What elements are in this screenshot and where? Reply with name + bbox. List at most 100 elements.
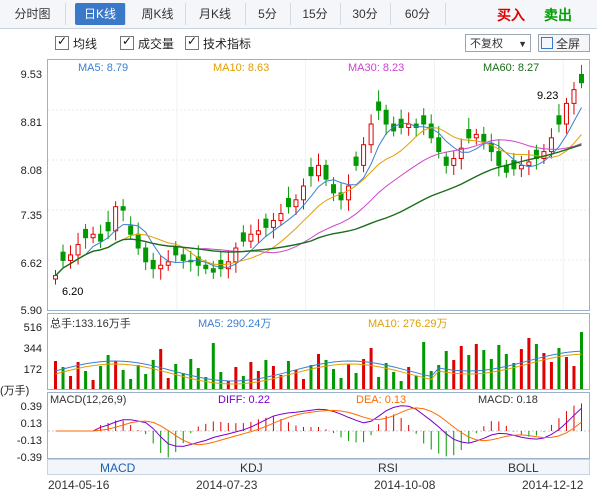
- sell-button[interactable]: 卖出: [544, 7, 572, 23]
- volume-bar: [497, 345, 501, 389]
- candle-body: [503, 164, 509, 173]
- tab-15min[interactable]: 15分: [290, 3, 341, 25]
- candle-body: [300, 185, 306, 201]
- volume-bar: [332, 369, 336, 389]
- volume-bar: [69, 376, 73, 389]
- candle-body: [113, 206, 119, 232]
- tab-boll[interactable]: BOLL: [508, 461, 539, 475]
- date-label: 2014-12-12: [522, 478, 584, 492]
- volume-bar: [189, 359, 193, 389]
- buy-button[interactable]: 买入: [497, 7, 525, 23]
- volume-bar: [369, 348, 373, 389]
- volume-bar: [429, 371, 433, 389]
- candle-body: [391, 123, 397, 132]
- volume-bar: [504, 354, 508, 389]
- volume-bar: [392, 372, 396, 389]
- tab-30min[interactable]: 30分: [340, 3, 391, 25]
- candle-body: [180, 254, 186, 261]
- macd-diff-line: [55, 405, 582, 447]
- ma10-legend: MA10: 8.63: [213, 62, 270, 74]
- tab-5min[interactable]: 5分: [245, 3, 291, 25]
- volume-bar: [339, 378, 343, 389]
- candle-body: [98, 233, 104, 242]
- ma60-line: [55, 144, 582, 277]
- high-price-label: 9.23: [537, 90, 559, 102]
- volume-bar: [174, 364, 178, 389]
- ma5-legend: MA5: 8.79: [78, 62, 129, 74]
- volume-bar: [482, 350, 486, 389]
- volume-bar: [204, 377, 208, 389]
- ma-label: 均线: [73, 37, 98, 51]
- fullscreen-button[interactable]: 全屏: [538, 34, 590, 52]
- volume-ma10-line: [55, 353, 582, 385]
- volume-bar: [181, 373, 185, 389]
- price-chart-panel[interactable]: MA5: 8.79 MA10: 8.63 MA30: 8.23 MA60: 8.…: [47, 59, 590, 311]
- candle-body: [346, 185, 352, 201]
- volume-bar: [414, 376, 418, 389]
- candle-body: [120, 206, 126, 211]
- volume-bar: [159, 349, 163, 389]
- volume-bar: [557, 348, 561, 389]
- volume-ma5-line: [55, 350, 582, 382]
- price-tick: 6.62: [20, 258, 42, 270]
- candle-body: [53, 275, 59, 280]
- volume-bar: [151, 360, 155, 389]
- volume-bar: [467, 355, 471, 389]
- candle-body: [203, 264, 209, 270]
- volume-bar: [121, 370, 125, 389]
- indicators-checkbox[interactable]: ✓ 技术指标: [185, 34, 251, 52]
- candle-body: [143, 247, 149, 263]
- volume-bar: [61, 367, 65, 389]
- tab-macd[interactable]: MACD: [100, 461, 136, 475]
- volume-ma10: MA10: 276.29万: [368, 318, 448, 330]
- volume-checkbox[interactable]: ✓ 成交量: [120, 34, 174, 52]
- candle-body: [526, 161, 532, 166]
- tab-daily-k[interactable]: 日K线: [75, 3, 126, 25]
- tab-rsi[interactable]: RSI: [378, 461, 399, 475]
- date-label: 2014-07-23: [196, 478, 258, 492]
- candle-body: [571, 89, 577, 104]
- volume-chart-panel[interactable]: 总手:133.16万手 MA5: 290.24万 MA10: 276.29万: [47, 313, 590, 390]
- macd-chart-panel[interactable]: MACD(12,26,9) DIFF: 0.22 DEA: 0.13 MACD:…: [47, 392, 590, 459]
- ma-checkbox[interactable]: ✓ 均线: [55, 34, 98, 52]
- volume-bar: [301, 379, 305, 389]
- tab-weekly-k[interactable]: 周K线: [130, 3, 186, 25]
- volume-bar: [422, 342, 426, 389]
- tab-kdj[interactable]: KDJ: [240, 461, 263, 475]
- candle-body: [376, 101, 382, 111]
- checkbox-icon: ✓: [120, 34, 134, 50]
- candle-body: [361, 144, 367, 166]
- candle-body: [338, 192, 344, 201]
- macd-tick: -0.13: [16, 435, 42, 447]
- tab-timeshare[interactable]: 分时图: [0, 3, 66, 25]
- volume-bar: [437, 365, 441, 389]
- candle-body: [225, 261, 231, 270]
- macd-chart: [48, 403, 589, 458]
- volume-bar: [347, 364, 351, 389]
- checkbox-icon: ✓: [185, 34, 199, 50]
- candle-body: [210, 268, 216, 273]
- adjust-select[interactable]: 不复权 ▼: [465, 34, 531, 52]
- tab-60min[interactable]: 60分: [390, 3, 446, 25]
- candle-body: [83, 228, 89, 239]
- volume-bar: [226, 381, 230, 389]
- volume-bar: [377, 377, 381, 389]
- volume-ma5: MA5: 290.24万: [198, 318, 272, 330]
- candle-body: [518, 164, 524, 170]
- tab-monthly-k[interactable]: 月K线: [185, 3, 246, 25]
- macd-tick: -0.39: [16, 452, 42, 464]
- volume-bar: [564, 357, 568, 389]
- candle-body: [135, 233, 141, 249]
- volume-bar: [241, 376, 245, 389]
- fullscreen-icon: [541, 37, 553, 49]
- volume-bar: [99, 366, 103, 389]
- volume-total: 总手:133.16万手: [50, 318, 131, 330]
- candle-body: [128, 225, 134, 235]
- volume-bar: [264, 360, 268, 389]
- candle-body: [308, 166, 314, 177]
- macd-tick: 0.13: [20, 418, 42, 430]
- candle-body: [421, 115, 427, 125]
- volume-bar: [136, 365, 140, 389]
- candle-body: [165, 261, 171, 266]
- candle-body: [240, 232, 246, 242]
